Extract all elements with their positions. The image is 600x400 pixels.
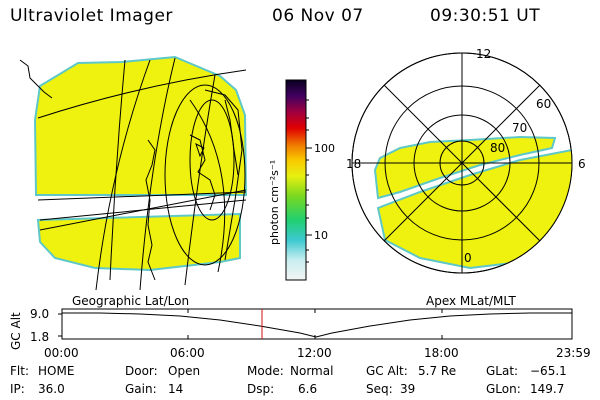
colorbar-tick-10: 10	[314, 229, 328, 242]
time-tick-1200: 12:00	[297, 346, 332, 360]
status-glat-label: GLat:	[486, 364, 519, 378]
status-mode-value: Normal	[290, 364, 334, 378]
mlat-label-60: 60	[536, 97, 551, 111]
status-gcalt-label: GC Alt:	[366, 364, 408, 378]
status-dsp-label: Dsp:	[247, 382, 275, 396]
mlt-label-0: 0	[464, 251, 472, 265]
lat-lon-grid	[37, 57, 247, 291]
image-date: 06 Nov 07	[272, 6, 364, 26]
status-ip-value: 36.0	[38, 382, 65, 396]
mlt-label-6: 6	[578, 157, 586, 171]
status-gain-value: 14	[168, 382, 184, 396]
status-mode-label: Mode:	[247, 364, 284, 378]
time-tick-0600: 06:00	[170, 346, 205, 360]
status-glat-value: −65.1	[530, 364, 567, 378]
time-tick-1800: 18:00	[424, 346, 459, 360]
status-gcalt-value: 5.7 Re	[418, 364, 457, 378]
altitude-trace	[62, 312, 572, 338]
mlat-label-80: 80	[490, 141, 505, 155]
status-flt-label: Flt:	[10, 364, 29, 378]
status-gain-label: Gain:	[125, 382, 157, 396]
instrument-title: Ultraviolet Imager	[10, 6, 173, 26]
mlt-label-18: 18	[346, 157, 361, 171]
geo-panel-label: Geographic Lat/Lon	[72, 294, 189, 308]
colorbar-ticks	[306, 99, 312, 263]
status-ip-label: IP:	[10, 382, 25, 396]
polar-plot	[351, 52, 573, 274]
auroral-emission-lower	[36, 212, 241, 272]
geographic-map	[19, 55, 248, 291]
colorbar	[285, 79, 307, 281]
time-tick-0000: 00:00	[44, 346, 79, 360]
polar-panel-label: Apex MLat/MLT	[426, 294, 516, 308]
time-tick-2359: 23:59	[556, 346, 591, 360]
alt-tick-max: 9.0	[30, 307, 49, 321]
mlt-label-12: 12	[476, 47, 491, 61]
status-door-label: Door:	[125, 364, 158, 378]
image-time: 09:30:51 UT	[430, 6, 541, 26]
altitude-chart	[58, 308, 573, 340]
auroral-oval-lower	[376, 148, 572, 270]
colorbar-tick-100: 100	[314, 142, 335, 155]
status-glon-value: 149.7	[530, 382, 565, 396]
colorbar-unit: photon cm⁻²s⁻¹	[268, 160, 281, 245]
mlat-label-70: 70	[512, 121, 527, 135]
status-glon-label: GLon:	[486, 382, 521, 396]
status-seq-label: Seq:	[366, 382, 393, 396]
auroral-oval-upper	[373, 135, 557, 200]
alt-chart-ylabel: GC Alt	[9, 312, 23, 350]
status-seq-value: 39	[400, 382, 416, 396]
status-door-value: Open	[168, 364, 201, 378]
alt-tick-min: 1.8	[30, 330, 49, 344]
coastline	[19, 59, 239, 281]
auroral-emission-upper	[33, 55, 248, 196]
status-flt-value: HOME	[38, 364, 75, 378]
status-dsp-value: 6.6	[298, 382, 318, 396]
